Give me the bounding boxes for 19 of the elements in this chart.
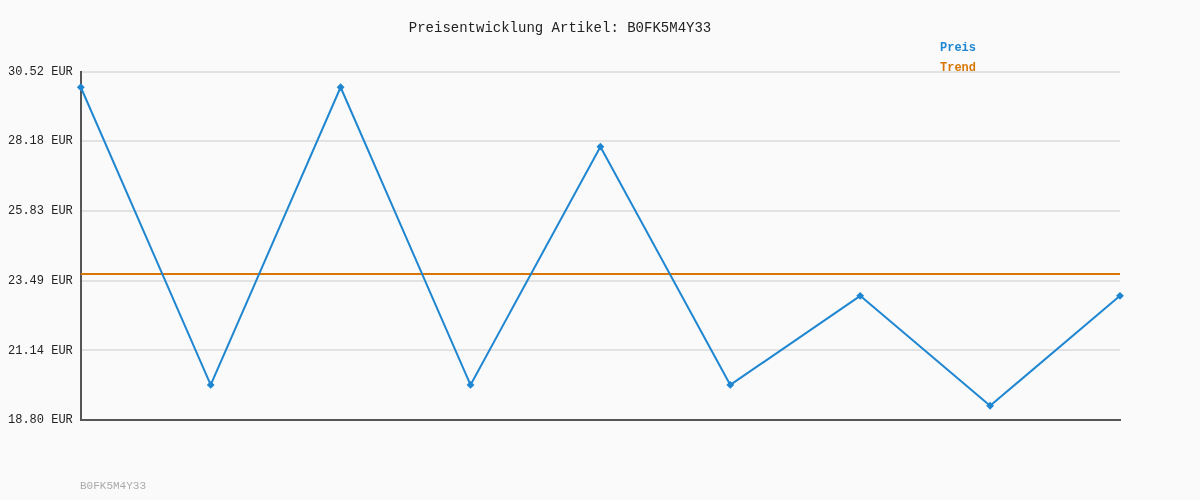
y-tick-label: 18.80 EUR [8, 413, 73, 428]
point [77, 83, 85, 91]
point [856, 292, 864, 300]
text: Trend [940, 60, 977, 77]
text: Preis [940, 40, 977, 57]
point [337, 83, 345, 91]
point [986, 402, 994, 410]
y-tick-label: 28.18 EUR [8, 134, 73, 149]
point [1116, 292, 1124, 300]
y-tick-label: 30.52 EUR [8, 64, 73, 79]
y-tick-label: 25.83 EUR [8, 204, 73, 219]
chart-title: Preisentwicklung Artikel: B0FK5M4Y33 [408, 20, 712, 37]
point [596, 143, 604, 151]
point [467, 381, 475, 389]
y-tick-label: 23.49 EUR [8, 273, 73, 288]
point [726, 381, 734, 389]
point [207, 381, 215, 389]
text: B0FK5M4Y33 [80, 480, 147, 492]
y-tick-label: 21.14 EUR [8, 343, 73, 358]
